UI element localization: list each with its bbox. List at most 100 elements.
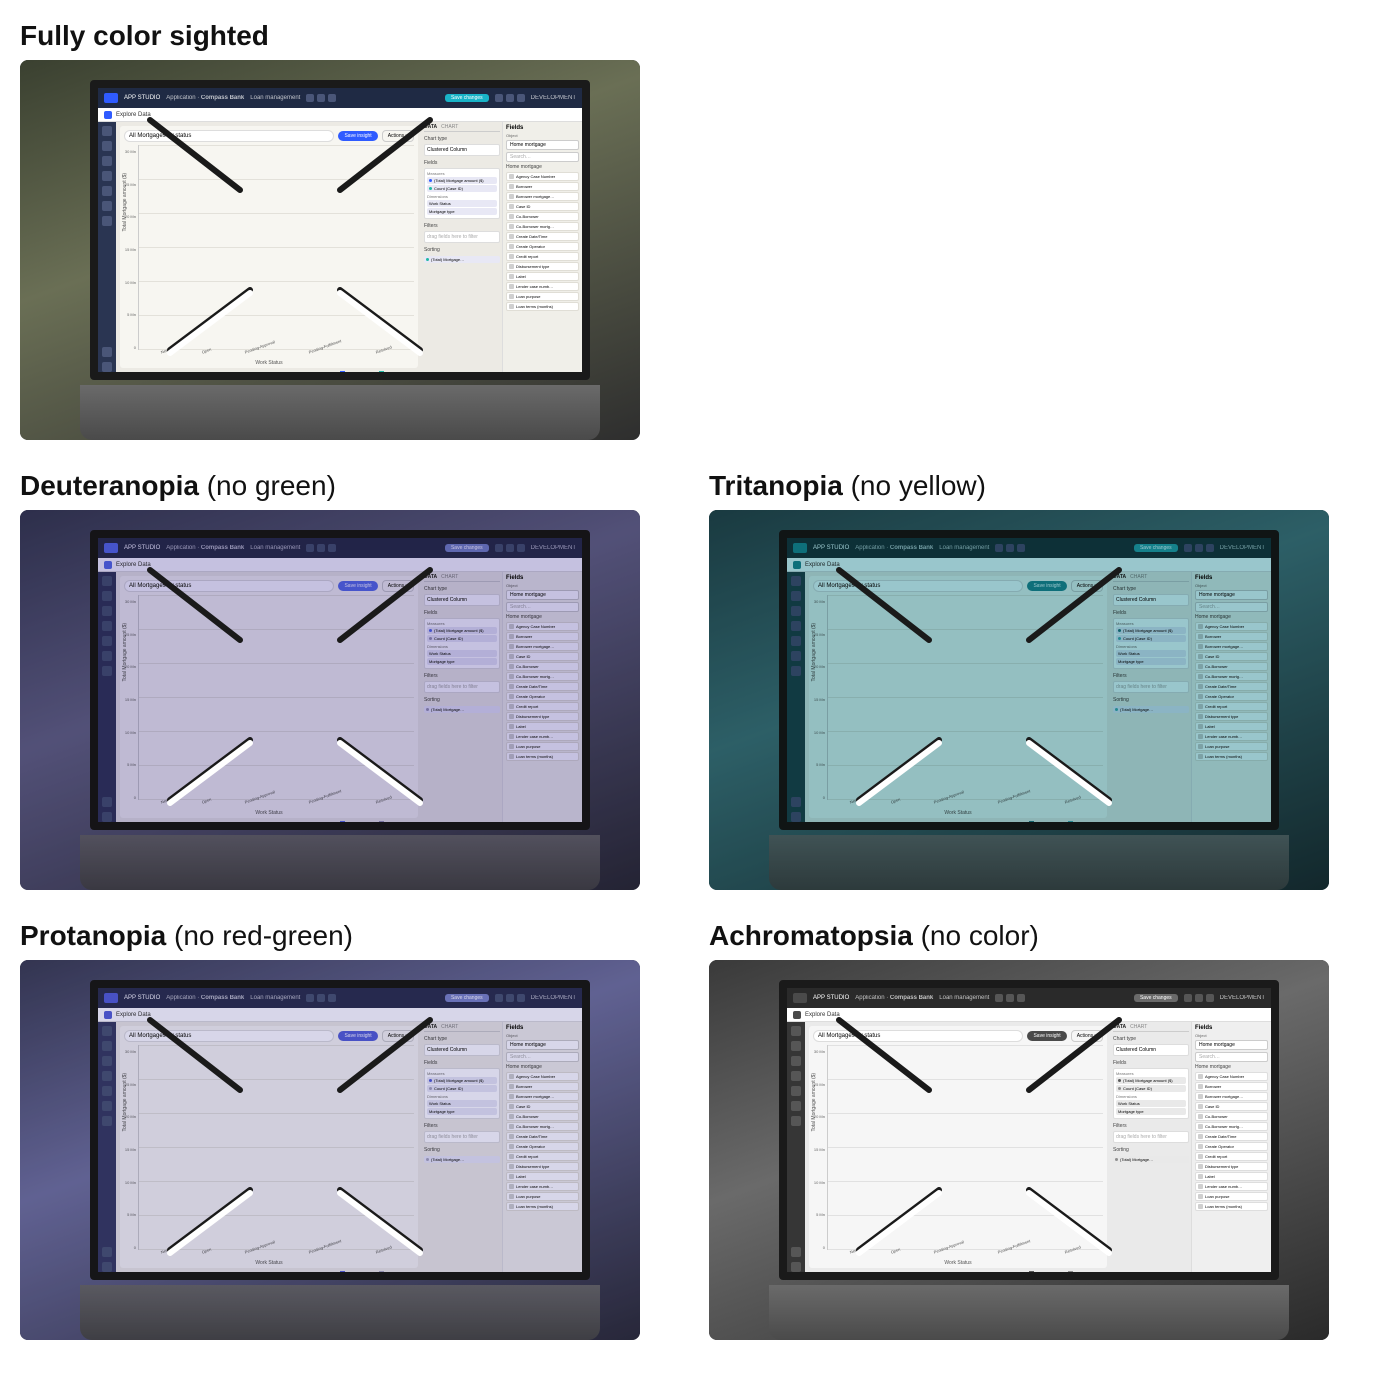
undo-icon[interactable] <box>1184 544 1192 552</box>
field-item[interactable]: Co-Borrower <box>506 662 579 671</box>
rail-cursor-icon[interactable] <box>102 126 112 136</box>
save-insight-button[interactable]: Save insight <box>1027 581 1066 591</box>
undo-icon[interactable] <box>1184 994 1192 1002</box>
rail-user-icon[interactable] <box>102 1262 112 1272</box>
chart-title-input[interactable]: All Mortgages by status <box>124 1030 334 1042</box>
fields-search-input[interactable]: Search… <box>506 152 579 162</box>
field-item[interactable]: Borrower <box>1195 1082 1268 1091</box>
field-item[interactable]: Loan purpose <box>1195 742 1268 751</box>
rail-pages-icon[interactable] <box>791 1086 801 1096</box>
fields-search-input[interactable]: Search… <box>506 602 579 612</box>
filters-dropzone[interactable]: drag fields here to filter <box>1113 681 1189 693</box>
actions-button[interactable]: Actions ▾ <box>382 130 414 142</box>
field-item[interactable]: Credit report <box>506 702 579 711</box>
sorting-chip[interactable]: (Total) Mortgage… <box>1113 706 1189 713</box>
save-insight-button[interactable]: Save insight <box>338 1031 377 1041</box>
breadcrumb[interactable]: Loan management <box>250 545 300 551</box>
object-select[interactable]: Home mortgage <box>506 140 579 150</box>
rail-assets-icon[interactable] <box>791 1101 801 1111</box>
field-item[interactable]: Label <box>506 1172 579 1181</box>
field-item[interactable]: Loan purpose <box>506 292 579 301</box>
field-item[interactable]: Agency Case Number <box>506 172 579 181</box>
actions-button[interactable]: Actions ▾ <box>1071 1030 1103 1042</box>
redo-icon[interactable] <box>506 544 514 552</box>
dimension-chip[interactable]: Mortgage type <box>427 658 497 665</box>
rail-help-icon[interactable] <box>102 797 112 807</box>
field-item[interactable]: Label <box>506 272 579 281</box>
field-item[interactable]: Loan terms (months) <box>1195 1202 1268 1211</box>
rail-data-icon[interactable] <box>102 621 112 631</box>
breadcrumb[interactable]: Application · Compass Bank <box>166 995 244 1001</box>
tablet-icon[interactable] <box>317 94 325 102</box>
save-changes-button[interactable]: Save changes <box>1134 994 1178 1002</box>
field-item[interactable]: Borrower mortgage… <box>1195 642 1268 651</box>
measure-chip[interactable]: Count (Case ID) <box>1116 635 1186 642</box>
fields-search-input[interactable]: Search… <box>506 1052 579 1062</box>
field-item[interactable]: Create Operator <box>1195 1142 1268 1151</box>
rail-components-icon[interactable] <box>791 606 801 616</box>
sorting-chip[interactable]: (Total) Mortgage… <box>424 1156 500 1163</box>
measure-chip[interactable]: Count (Case ID) <box>1116 1085 1186 1092</box>
field-item[interactable]: Case ID <box>506 652 579 661</box>
rail-layers-icon[interactable] <box>791 591 801 601</box>
actions-button[interactable]: Actions ▾ <box>382 580 414 592</box>
redo-icon[interactable] <box>506 994 514 1002</box>
field-item[interactable]: Case ID <box>1195 1102 1268 1111</box>
rail-components-icon[interactable] <box>102 606 112 616</box>
preview-icon[interactable] <box>1206 994 1214 1002</box>
rail-layers-icon[interactable] <box>791 1041 801 1051</box>
dimension-chip[interactable]: Mortgage type <box>427 208 497 215</box>
rail-settings-icon[interactable] <box>791 666 801 676</box>
tablet-icon[interactable] <box>317 994 325 1002</box>
dimension-chip[interactable]: Mortgage type <box>1116 1108 1186 1115</box>
field-item[interactable]: Borrower <box>506 632 579 641</box>
field-item[interactable]: Agency Case Number <box>506 1072 579 1081</box>
object-select[interactable]: Home mortgage <box>506 590 579 600</box>
field-item[interactable]: Create Date/Time <box>1195 682 1268 691</box>
rail-assets-icon[interactable] <box>102 201 112 211</box>
phone-icon[interactable] <box>328 994 336 1002</box>
redo-icon[interactable] <box>1195 544 1203 552</box>
rail-cursor-icon[interactable] <box>102 576 112 586</box>
field-item[interactable]: Lender case numb… <box>506 282 579 291</box>
field-item[interactable]: Co-Borrower mortg… <box>1195 672 1268 681</box>
phone-icon[interactable] <box>1017 544 1025 552</box>
undo-icon[interactable] <box>495 94 503 102</box>
filters-dropzone[interactable]: drag fields here to filter <box>1113 1131 1189 1143</box>
field-item[interactable]: Co-Borrower <box>1195 1112 1268 1121</box>
field-item[interactable]: Label <box>506 722 579 731</box>
field-item[interactable]: Case ID <box>506 1102 579 1111</box>
field-item[interactable]: Lender case numb… <box>1195 732 1268 741</box>
rail-components-icon[interactable] <box>791 1056 801 1066</box>
rail-settings-icon[interactable] <box>791 1116 801 1126</box>
rail-settings-icon[interactable] <box>102 1116 112 1126</box>
filters-dropzone[interactable]: drag fields here to filter <box>424 231 500 243</box>
field-item[interactable]: Agency Case Number <box>1195 1072 1268 1081</box>
chart-type-select[interactable]: Clustered Column <box>1113 594 1189 606</box>
dimension-chip[interactable]: Work Status <box>427 650 497 657</box>
field-item[interactable]: Credit report <box>506 1152 579 1161</box>
field-item[interactable]: Disbursement type <box>506 262 579 271</box>
save-insight-button[interactable]: Save insight <box>1027 1031 1066 1041</box>
field-item[interactable]: Loan terms (months) <box>1195 752 1268 761</box>
rail-help-icon[interactable] <box>102 1247 112 1257</box>
field-item[interactable]: Disbursement type <box>506 1162 579 1171</box>
desktop-icon[interactable] <box>306 94 314 102</box>
tab-data[interactable]: DATA <box>424 574 437 580</box>
tab-chart[interactable]: CHART <box>441 574 458 580</box>
rail-cursor-icon[interactable] <box>102 1026 112 1036</box>
field-item[interactable]: Create Operator <box>506 1142 579 1151</box>
chart-type-select[interactable]: Clustered Column <box>1113 1044 1189 1056</box>
preview-icon[interactable] <box>517 544 525 552</box>
field-item[interactable]: Co-Borrower <box>506 212 579 221</box>
rail-pages-icon[interactable] <box>102 1086 112 1096</box>
undo-icon[interactable] <box>495 994 503 1002</box>
phone-icon[interactable] <box>328 544 336 552</box>
preview-icon[interactable] <box>1206 544 1214 552</box>
chart-title-input[interactable]: All Mortgages by status <box>124 130 334 142</box>
object-select[interactable]: Home mortgage <box>506 1040 579 1050</box>
field-item[interactable]: Credit report <box>506 252 579 261</box>
rail-data-icon[interactable] <box>791 621 801 631</box>
rail-cursor-icon[interactable] <box>791 1026 801 1036</box>
sorting-chip[interactable]: (Total) Mortgage… <box>424 256 500 263</box>
